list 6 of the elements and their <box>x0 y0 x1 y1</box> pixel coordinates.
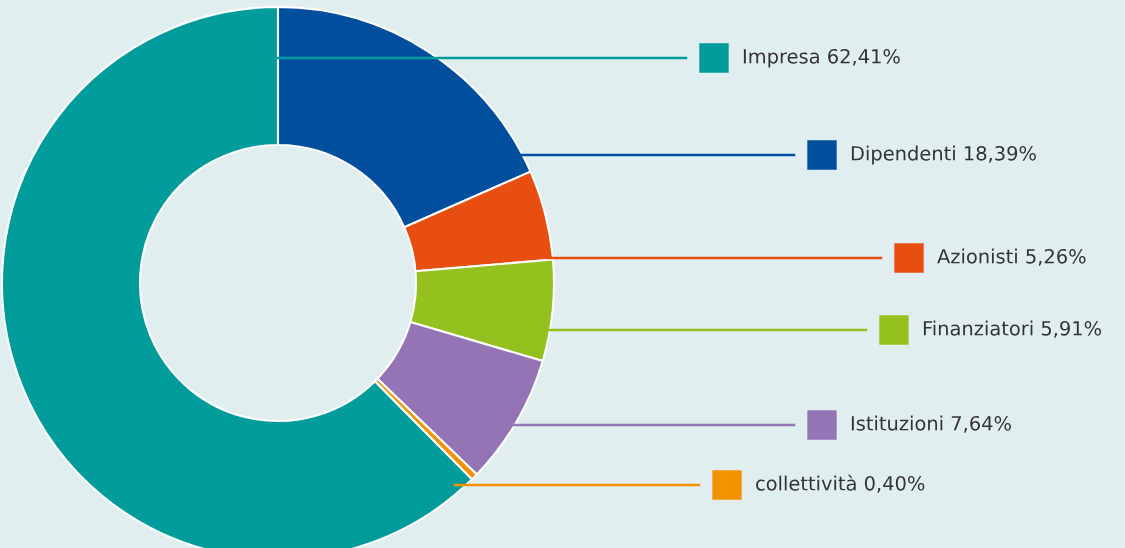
legend-label: Azionisti 5,26% <box>937 248 1086 266</box>
legend-label: collettività 0,40% <box>756 474 925 493</box>
legend-label: Finanziatori 5,91% <box>923 320 1102 338</box>
legend-label: Impresa 62,41% <box>743 48 900 68</box>
legend-label: Istituzioni 7,64% <box>851 415 1011 433</box>
legend-label: Dipendenti 18,39% <box>851 145 1036 165</box>
